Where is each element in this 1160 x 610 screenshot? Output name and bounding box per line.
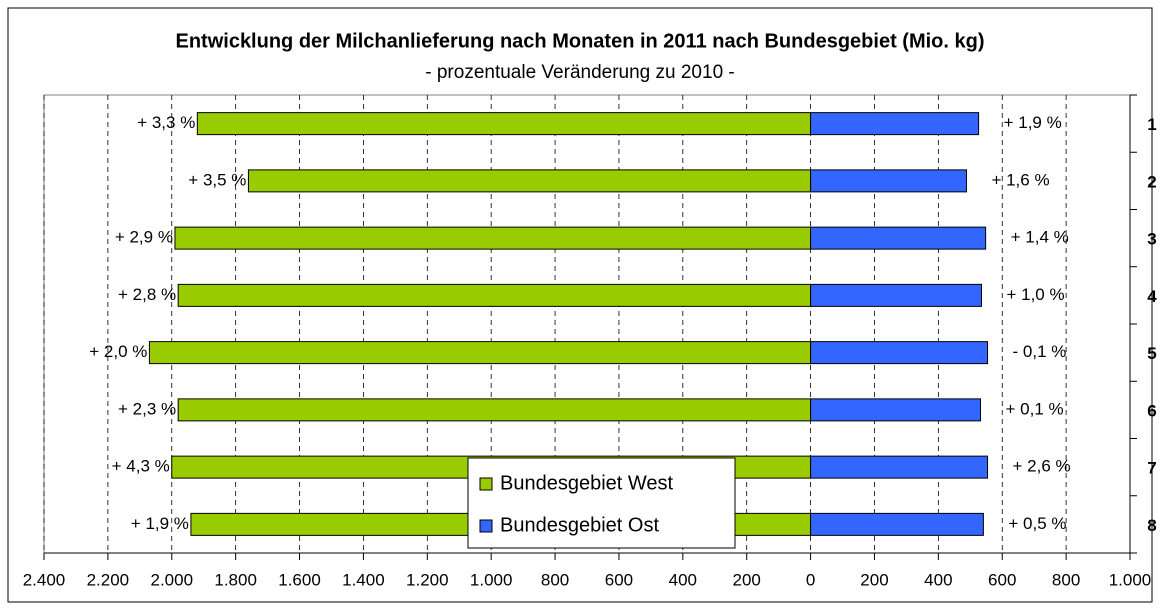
bar (810, 112, 980, 136)
x-tick-label: 2.400 (23, 570, 66, 589)
bar (810, 455, 989, 479)
y-tick-label: 4 (1147, 287, 1157, 306)
change-label: + 1,0 % (1006, 285, 1064, 304)
x-tick-label: 1.600 (278, 570, 321, 589)
x-tick-label: 800 (1052, 570, 1080, 589)
change-label: + 4,3 % (112, 457, 170, 476)
change-label: + 3,5 % (188, 170, 246, 189)
bar (174, 226, 812, 250)
x-tick-label: 1.200 (406, 570, 449, 589)
change-label: + 2,9 % (115, 228, 173, 247)
x-tick-label: 600 (605, 570, 633, 589)
chart-title: Entwicklung der Milchanlieferung nach Mo… (175, 30, 984, 52)
x-tick-label: 2.000 (150, 570, 193, 589)
change-label: + 1,6 % (991, 170, 1049, 189)
bar (148, 341, 812, 365)
change-label: + 3,3 % (137, 113, 195, 132)
change-label: + 0,5 % (1008, 514, 1066, 533)
bar (810, 398, 982, 422)
change-label: + 1,4 % (1011, 228, 1069, 247)
change-label: + 2,3 % (118, 399, 176, 418)
change-label: + 2,6 % (1013, 457, 1071, 476)
bar (810, 283, 982, 307)
y-tick-label: 5 (1147, 344, 1156, 363)
x-tick-label: 600 (988, 570, 1016, 589)
x-tick-label: 400 (924, 570, 952, 589)
y-tick-label: 3 (1147, 230, 1156, 249)
bar (196, 112, 812, 136)
legend-label: Bundesgebiet Ost (500, 514, 659, 536)
bar (247, 169, 812, 193)
x-tick-label: 1.800 (214, 570, 257, 589)
legend-label: Bundesgebiet West (500, 472, 674, 494)
bar (810, 512, 984, 536)
legend-swatch (479, 477, 493, 491)
x-tick-label: 0 (806, 570, 815, 589)
x-tick-label: 1.000 (470, 570, 513, 589)
y-tick-label: 7 (1147, 459, 1156, 478)
change-label: + 1,9 % (131, 514, 189, 533)
bar (177, 283, 812, 307)
x-tick-label: 1.000 (1109, 570, 1152, 589)
x-tick-label: 800 (541, 570, 569, 589)
bar (177, 398, 812, 422)
change-label: - 0,1 % (1013, 342, 1067, 361)
bar (810, 341, 989, 365)
bar (810, 169, 967, 193)
x-tick-label: 1.400 (342, 570, 385, 589)
change-label: + 2,0 % (89, 342, 147, 361)
change-label: + 1,9 % (1004, 113, 1062, 132)
x-tick-label: 200 (733, 570, 761, 589)
change-label: + 0,1 % (1006, 399, 1064, 418)
legend-box (467, 457, 736, 549)
chart-subtitle: - prozentuale Veränderung zu 2010 - (425, 62, 735, 83)
y-tick-label: 1 (1147, 115, 1156, 134)
legend-swatch (479, 519, 493, 533)
x-tick-label: 200 (860, 570, 888, 589)
x-tick-label: 2.200 (87, 570, 130, 589)
y-tick-label: 2 (1147, 172, 1156, 191)
y-tick-label: 8 (1147, 516, 1156, 535)
x-tick-label: 400 (669, 570, 697, 589)
y-tick-label: 6 (1147, 401, 1156, 420)
change-label: + 2,8 % (118, 285, 176, 304)
bar (810, 226, 987, 250)
